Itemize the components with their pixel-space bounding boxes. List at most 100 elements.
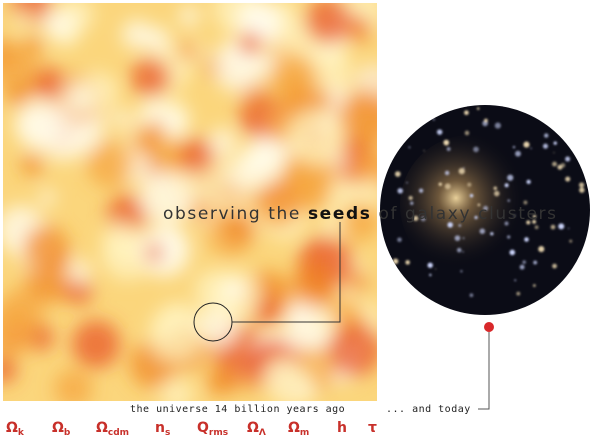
star xyxy=(507,235,511,239)
map-blob xyxy=(43,6,79,42)
star xyxy=(438,182,442,186)
star xyxy=(579,187,585,193)
star xyxy=(493,190,500,197)
star xyxy=(569,239,573,243)
star xyxy=(532,219,537,224)
today-connector xyxy=(478,332,490,410)
parameter-symbol: Ω xyxy=(52,420,64,436)
star xyxy=(397,237,402,243)
map-blob xyxy=(238,32,262,56)
star xyxy=(504,221,509,226)
caption-present: ... and today xyxy=(386,404,471,415)
star xyxy=(408,195,413,201)
map-blob xyxy=(291,260,340,309)
map-blob xyxy=(304,3,352,45)
map-blob xyxy=(257,187,299,229)
parameter: τ xyxy=(368,420,377,436)
star xyxy=(552,263,557,269)
map-blobs xyxy=(3,3,377,401)
parameter-subscript: m xyxy=(300,428,309,438)
star xyxy=(447,222,453,228)
map-blob xyxy=(148,306,204,362)
connector xyxy=(232,222,341,323)
star xyxy=(542,143,549,149)
galaxy-cluster xyxy=(392,107,585,298)
map-blob xyxy=(39,189,56,206)
star xyxy=(553,141,557,145)
star xyxy=(530,147,532,149)
map-blob xyxy=(87,140,134,188)
star xyxy=(538,246,545,253)
map-blob xyxy=(161,108,188,136)
star xyxy=(444,170,450,176)
map-blob xyxy=(336,90,377,147)
map-blob xyxy=(178,42,198,61)
star xyxy=(463,167,465,169)
star xyxy=(406,181,408,184)
star xyxy=(544,133,549,138)
map-blob xyxy=(225,155,264,194)
galaxy-stars xyxy=(392,107,585,298)
parameter-subscript: b xyxy=(64,428,71,438)
star xyxy=(514,279,517,282)
star xyxy=(476,107,480,110)
parameter: Ωk xyxy=(6,420,25,438)
map-blob xyxy=(65,258,92,285)
map-blob xyxy=(112,108,132,128)
star xyxy=(397,188,403,194)
star xyxy=(429,273,432,277)
star xyxy=(462,251,464,253)
parameter-subscript: k xyxy=(18,428,25,438)
star xyxy=(427,262,433,268)
parameter-symbol: Ω xyxy=(247,420,259,436)
star xyxy=(523,200,528,205)
star xyxy=(526,220,531,225)
map-blob xyxy=(3,48,39,95)
parameter: Qrms xyxy=(197,420,228,438)
map-blob xyxy=(13,10,34,31)
map-blob xyxy=(54,369,93,401)
star xyxy=(446,147,451,151)
map-blob xyxy=(71,320,121,369)
star xyxy=(558,223,565,230)
star xyxy=(553,152,555,154)
map-blob xyxy=(3,305,35,358)
star xyxy=(467,182,472,187)
star xyxy=(460,270,463,273)
star xyxy=(477,203,481,207)
parameter: ns xyxy=(155,420,170,438)
star xyxy=(526,179,531,185)
star xyxy=(392,258,399,264)
map-blob xyxy=(159,378,194,401)
star xyxy=(408,146,411,149)
map-blob xyxy=(288,108,345,165)
star xyxy=(458,168,465,175)
star xyxy=(458,224,462,227)
star xyxy=(405,260,410,265)
parameters: Ωk Ωb Ωcdm ns Qrms ΩΛ Ωm h τ xyxy=(6,420,377,438)
map-blob xyxy=(130,57,171,98)
parameter-symbol: τ xyxy=(368,420,377,436)
star xyxy=(534,225,539,230)
star xyxy=(443,139,450,146)
star xyxy=(432,118,435,121)
star xyxy=(484,118,488,123)
map-blob xyxy=(286,303,333,350)
star xyxy=(523,141,530,148)
star xyxy=(524,237,529,242)
parameter: Ωm xyxy=(288,420,309,438)
parameter-subscript: cdm xyxy=(108,428,129,438)
star xyxy=(532,214,537,219)
map-blob xyxy=(206,367,235,396)
caption-past: the universe 14 billion years ago xyxy=(130,404,345,415)
map-blob xyxy=(223,279,246,302)
map-blob xyxy=(261,357,301,396)
map-blob xyxy=(23,36,43,56)
headline-after: of galaxy clusters xyxy=(378,204,557,224)
map-blob xyxy=(138,224,191,277)
headline-before: observing the xyxy=(163,204,301,224)
star xyxy=(565,176,571,182)
map-blob xyxy=(178,137,215,174)
star xyxy=(454,235,461,241)
